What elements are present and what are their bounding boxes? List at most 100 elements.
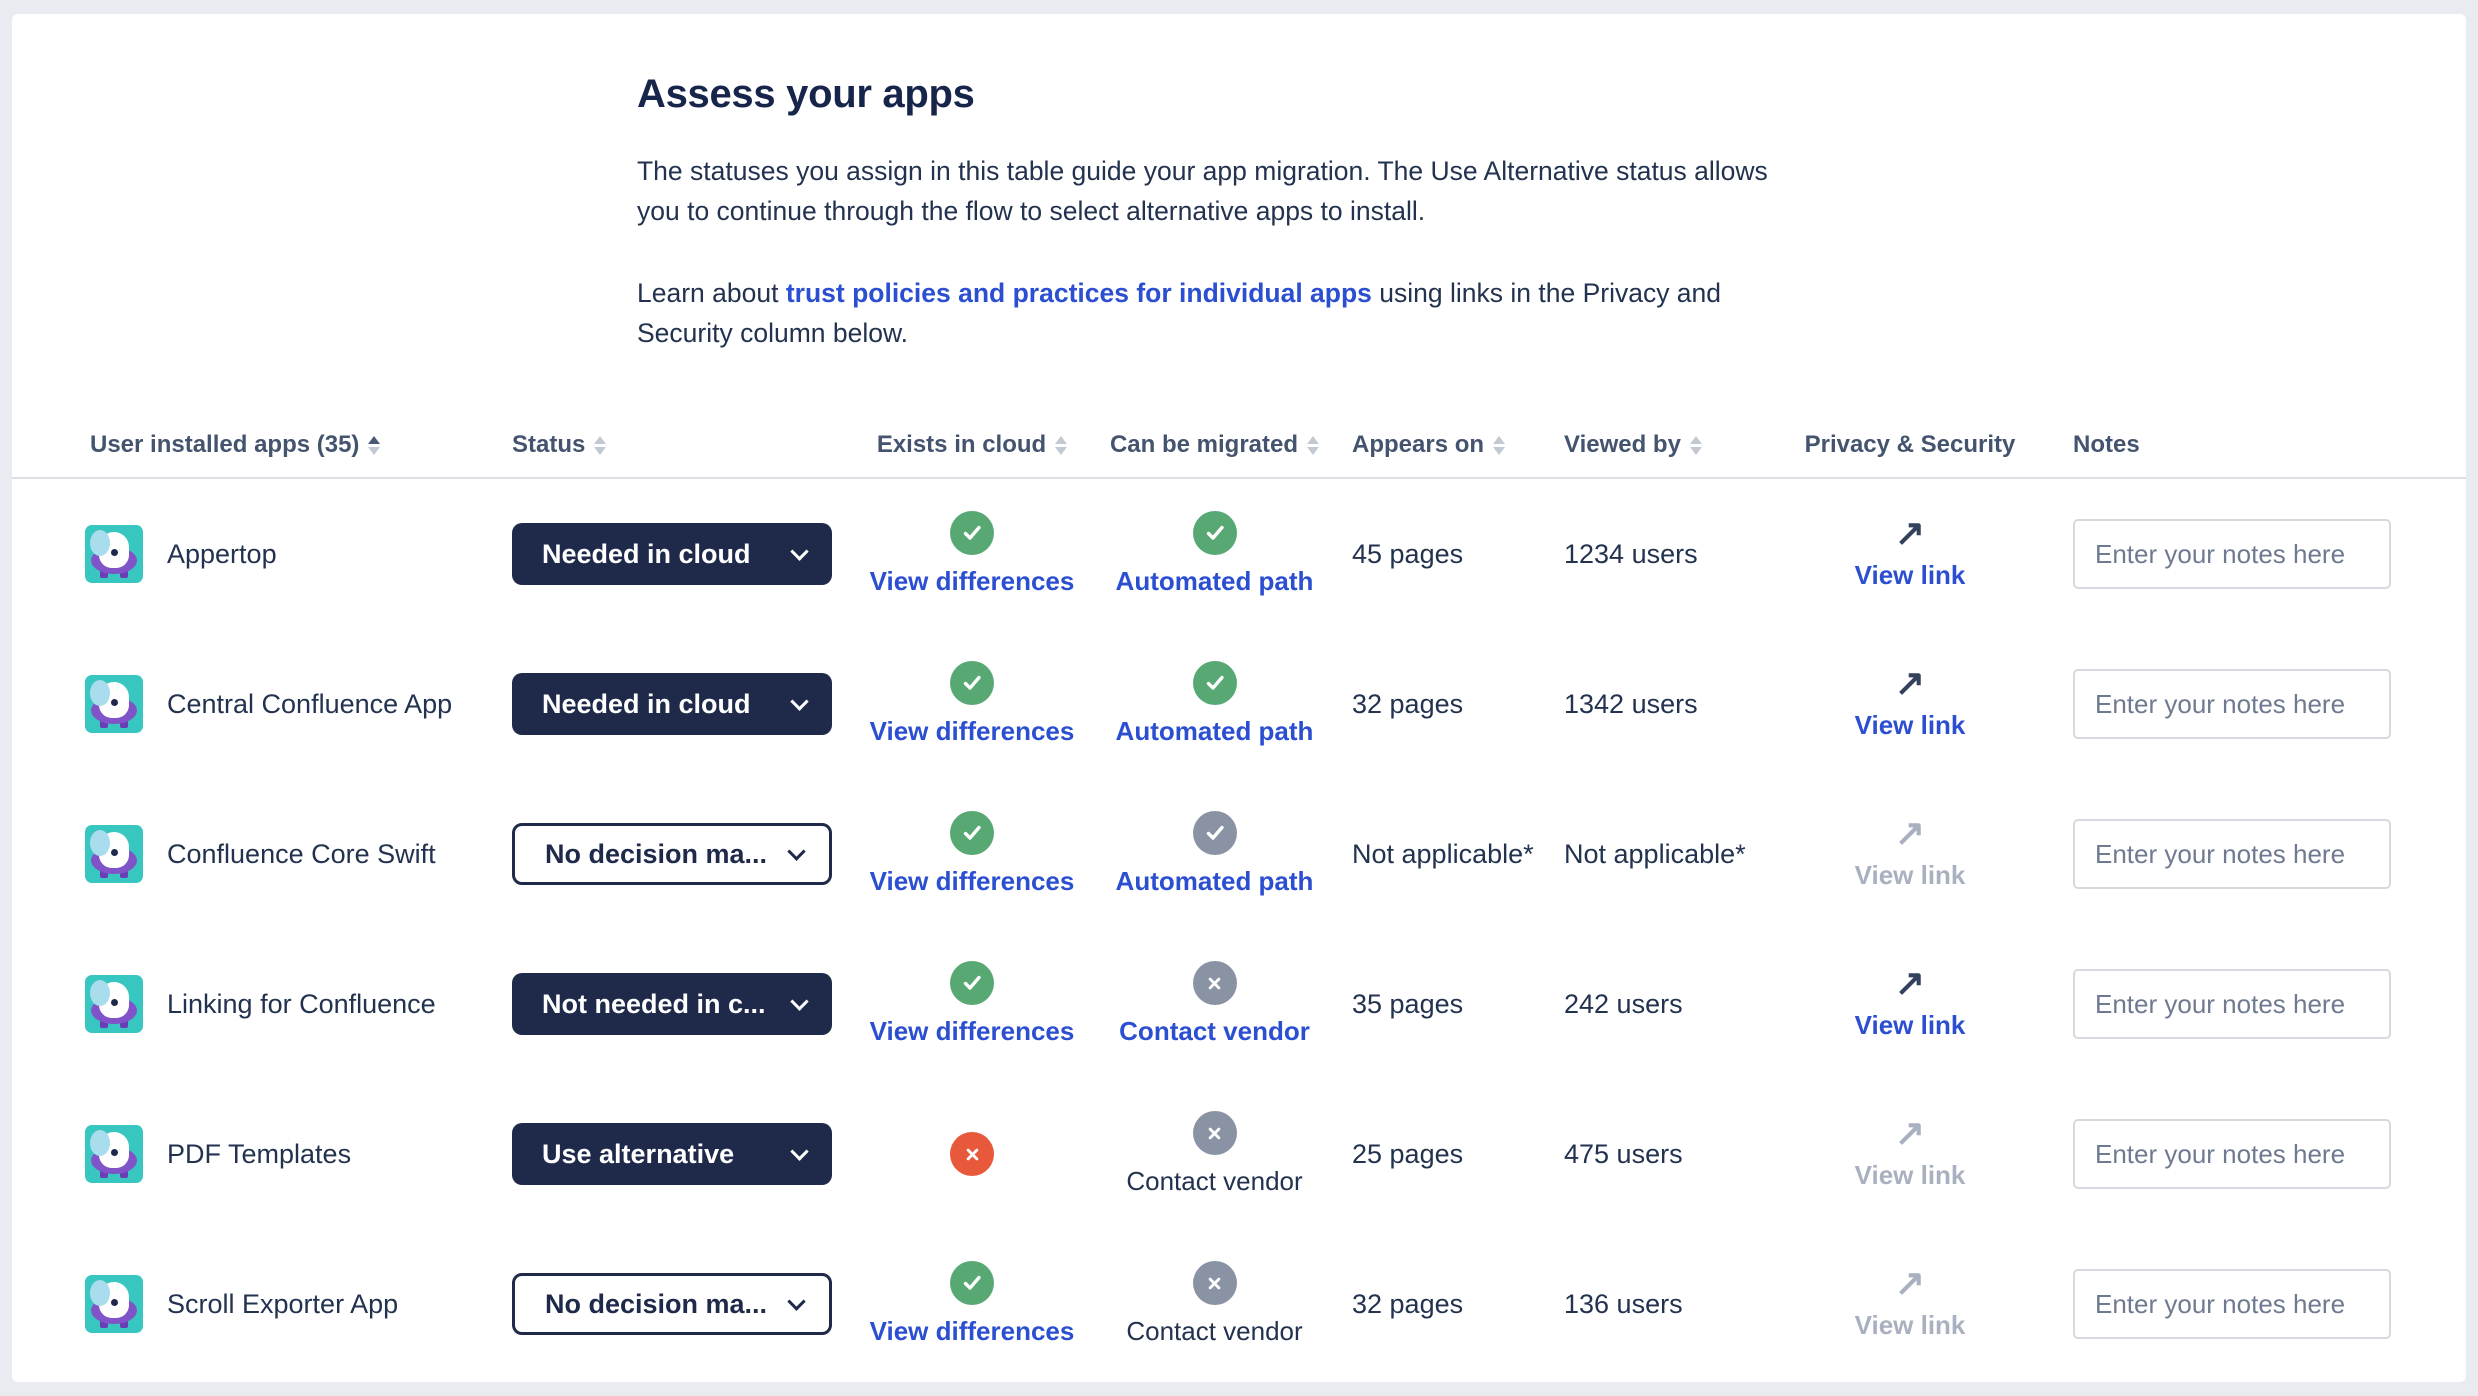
- column-header-apps-label: User installed apps (35): [90, 431, 360, 458]
- table-row: PDF Templates Use alternative Contact ve…: [12, 1079, 2466, 1229]
- column-header-can-be-migrated[interactable]: Can be migrated: [1092, 431, 1337, 459]
- status-cell: Needed in cloud: [512, 673, 852, 735]
- appears-on-cell: 25 pages: [1337, 1139, 1550, 1170]
- page-header: Assess your apps The statuses you assign…: [12, 14, 2466, 353]
- view-differences-link[interactable]: View differences: [869, 866, 1075, 896]
- table-row: Confluence Core Swift No decision ma... …: [12, 779, 2466, 929]
- can-be-migrated-cell: Contact vendor: [1092, 1111, 1337, 1197]
- app-icon: [85, 525, 143, 583]
- viewed-by-cell: Not applicable*: [1550, 839, 1765, 870]
- viewed-by-cell: 1342 users: [1550, 689, 1765, 720]
- app-icon: [85, 675, 143, 733]
- exists-status-icon: [950, 1261, 994, 1305]
- app-name: Central Confluence App: [167, 688, 453, 719]
- notes-input[interactable]: [2073, 1119, 2391, 1189]
- column-header-status[interactable]: Status: [512, 431, 852, 459]
- column-header-exists-in-cloud[interactable]: Exists in cloud: [852, 431, 1092, 459]
- external-link-arrow-icon: ↗: [1894, 512, 1926, 553]
- viewed-by-cell: 136 users: [1550, 1289, 1765, 1320]
- trust-policies-link[interactable]: trust policies and practices for individ…: [785, 278, 1372, 308]
- column-header-viewed-by[interactable]: Viewed by: [1550, 431, 1765, 459]
- status-dropdown[interactable]: Needed in cloud: [512, 673, 832, 735]
- viewed-by-cell: 1234 users: [1550, 539, 1765, 570]
- app-name: PDF Templates: [167, 1138, 352, 1169]
- exists-in-cloud-cell: View differences: [852, 511, 1092, 597]
- status-dropdown[interactable]: No decision ma...: [512, 1273, 832, 1335]
- sort-icon: [1689, 435, 1702, 455]
- status-dropdown[interactable]: Use alternative: [512, 1123, 832, 1185]
- sort-icon: [594, 435, 607, 455]
- viewed-by-value: 242 users: [1564, 988, 1683, 1019]
- status-dropdown[interactable]: Needed in cloud: [512, 523, 832, 585]
- chevron-down-icon: [790, 691, 809, 711]
- view-link[interactable]: View link: [1854, 560, 1966, 590]
- view-differences-link[interactable]: View differences: [869, 1316, 1075, 1346]
- view-differences-link[interactable]: View differences: [869, 716, 1075, 746]
- migration-status-icon: [1192, 511, 1237, 555]
- status-cell: Use alternative: [512, 1123, 852, 1185]
- app-name: Confluence Core Swift: [167, 838, 436, 869]
- migration-path-link[interactable]: Automated path: [1115, 716, 1314, 746]
- column-header-appears-label: Appears on: [1352, 431, 1485, 458]
- table-row: Scroll Exporter App No decision ma... Vi…: [12, 1229, 2466, 1379]
- can-be-migrated-cell: Contact vendor: [1092, 961, 1337, 1047]
- notes-input[interactable]: [2073, 519, 2391, 589]
- exists-status-icon: [950, 961, 994, 1005]
- app-icon: [85, 1125, 143, 1183]
- table-body: Appertop Needed in cloud View difference…: [12, 479, 2466, 1379]
- column-header-apps[interactable]: User installed apps (35): [12, 431, 512, 459]
- migration-path-link[interactable]: Contact vendor: [1119, 1016, 1310, 1046]
- status-dropdown[interactable]: No decision ma...: [512, 823, 832, 885]
- viewed-by-value: Not applicable*: [1564, 838, 1746, 869]
- chevron-down-icon: [790, 541, 809, 561]
- app-name: Scroll Exporter App: [167, 1288, 399, 1319]
- exists-in-cloud-cell: [852, 1132, 1092, 1176]
- notes-input[interactable]: [2073, 969, 2391, 1039]
- status-dropdown-label: Not needed in c...: [542, 988, 766, 1019]
- view-link: View link: [1854, 860, 1966, 890]
- app-cell: Scroll Exporter App: [12, 1275, 512, 1333]
- viewed-by-value: 1342 users: [1564, 688, 1698, 719]
- appears-on-value: Not applicable*: [1352, 838, 1534, 869]
- migration-status-icon: [1192, 961, 1237, 1005]
- app-cell: Appertop: [12, 525, 512, 583]
- appears-on-cell: 35 pages: [1337, 989, 1550, 1020]
- view-link: View link: [1854, 1310, 1966, 1340]
- migration-status-icon: [1192, 661, 1237, 705]
- migration-status-icon: [1192, 1111, 1237, 1155]
- intro-text: The statuses you assign in this table gu…: [637, 156, 1768, 226]
- exists-status-icon: [950, 511, 994, 555]
- notes-input[interactable]: [2073, 669, 2391, 739]
- appears-on-cell: Not applicable*: [1337, 839, 1550, 870]
- sort-icon: [1307, 435, 1320, 455]
- external-link-arrow-icon: ↗: [1894, 1112, 1926, 1153]
- column-header-appears-on[interactable]: Appears on: [1337, 431, 1550, 459]
- viewed-by-cell: 242 users: [1550, 989, 1765, 1020]
- app-cell: Confluence Core Swift: [12, 825, 512, 883]
- status-cell: Not needed in c...: [512, 973, 852, 1035]
- notes-input[interactable]: [2073, 1269, 2391, 1339]
- status-dropdown[interactable]: Not needed in c...: [512, 973, 832, 1035]
- can-be-migrated-cell: Automated path: [1092, 661, 1337, 747]
- view-differences-link[interactable]: View differences: [869, 1016, 1075, 1046]
- notes-input[interactable]: [2073, 819, 2391, 889]
- view-differences-link[interactable]: View differences: [869, 566, 1075, 596]
- exists-in-cloud-cell: View differences: [852, 1261, 1092, 1347]
- can-be-migrated-cell: Contact vendor: [1092, 1261, 1337, 1347]
- privacy-security-cell: ↗ View link: [1765, 1112, 2055, 1191]
- migration-path-link[interactable]: Automated path: [1115, 866, 1314, 896]
- exists-status-icon: [950, 661, 994, 705]
- view-link[interactable]: View link: [1854, 1010, 1966, 1040]
- exists-in-cloud-cell: View differences: [852, 661, 1092, 747]
- viewed-by-cell: 475 users: [1550, 1139, 1765, 1170]
- appears-on-cell: 32 pages: [1337, 689, 1550, 720]
- view-link[interactable]: View link: [1854, 710, 1966, 740]
- column-header-viewed-label: Viewed by: [1564, 431, 1681, 458]
- external-link-arrow-icon: ↗: [1894, 812, 1926, 853]
- can-be-migrated-cell: Automated path: [1092, 811, 1337, 897]
- migration-path-link[interactable]: Automated path: [1115, 566, 1314, 596]
- appears-on-value: 32 pages: [1352, 688, 1464, 719]
- chevron-down-icon: [790, 1141, 809, 1161]
- status-dropdown-label: No decision ma...: [545, 838, 768, 869]
- privacy-security-cell: ↗ View link: [1765, 812, 2055, 891]
